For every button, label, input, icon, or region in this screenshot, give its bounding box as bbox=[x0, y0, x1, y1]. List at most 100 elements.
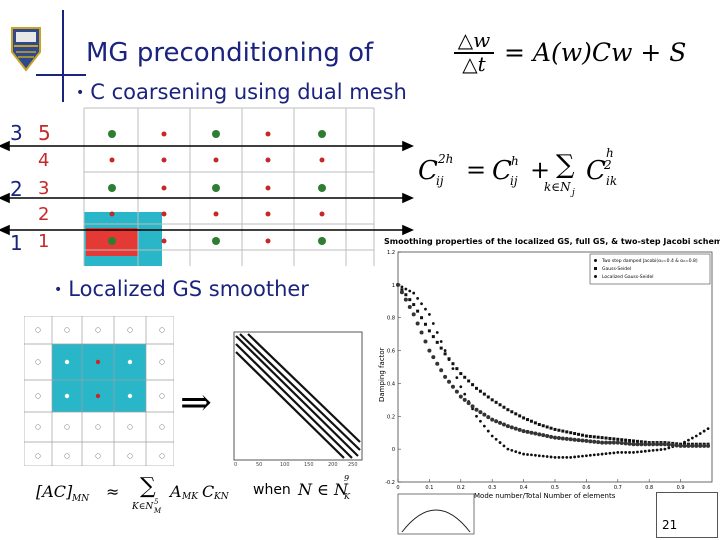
chart-point bbox=[553, 435, 557, 440]
chart-point bbox=[658, 442, 663, 447]
chart-point bbox=[399, 290, 404, 295]
chart-y-label: Damping factor bbox=[378, 347, 386, 402]
chart-point bbox=[502, 405, 506, 409]
chart-point bbox=[604, 436, 608, 440]
chart-point bbox=[533, 431, 538, 436]
chart-point bbox=[631, 442, 636, 447]
chart-point bbox=[494, 437, 498, 441]
chart-point bbox=[506, 447, 510, 451]
chart-point bbox=[518, 414, 522, 418]
eq-rhs: = A(w)Cw + S bbox=[504, 38, 687, 67]
chart-point bbox=[608, 451, 612, 455]
page-number-box bbox=[656, 492, 718, 538]
stencil-node-dot bbox=[127, 393, 133, 399]
chart-point bbox=[573, 432, 577, 436]
slide-title: MG preconditioning of bbox=[86, 38, 374, 68]
fine-node-dot bbox=[161, 238, 167, 244]
chart-point bbox=[529, 430, 534, 435]
chart-point bbox=[643, 442, 648, 447]
chart-point bbox=[450, 384, 455, 389]
chart-point bbox=[479, 419, 482, 423]
chart-point bbox=[557, 428, 561, 432]
chart-point bbox=[611, 440, 616, 445]
chart-point bbox=[505, 424, 510, 429]
eq-sum-symbol: ∑ bbox=[556, 150, 575, 180]
chart-point bbox=[572, 437, 577, 442]
eq-condition: N ∈ N bbox=[298, 480, 349, 499]
eq-sum-sub-j: j bbox=[572, 188, 575, 198]
coarse-node-dot bbox=[108, 237, 116, 245]
chart-point bbox=[557, 455, 561, 459]
chart-x-tick-label: 0.2 bbox=[457, 485, 465, 491]
fine-node-dot bbox=[161, 131, 167, 137]
chart-point bbox=[553, 427, 557, 431]
chart-point bbox=[647, 449, 651, 453]
chart-point bbox=[596, 453, 600, 456]
chart-point bbox=[639, 440, 643, 444]
teal-stencil-region bbox=[52, 344, 146, 412]
chart-point bbox=[459, 372, 463, 376]
bullet-localized-gs: • Localized GS smoother bbox=[54, 277, 309, 301]
chart-point bbox=[490, 417, 495, 422]
chart-point bbox=[651, 442, 656, 447]
chart-point bbox=[521, 429, 526, 434]
coarse-node-dot bbox=[318, 237, 326, 245]
chart-legend: Two step damped Jacobi(α₁=0.4 & α₂=0.8) G… bbox=[589, 253, 711, 285]
chart-point bbox=[541, 454, 545, 458]
fine-node-dot bbox=[213, 157, 219, 163]
eq-bottom-sum-sub: K∈N bbox=[132, 502, 154, 512]
chart-point bbox=[424, 307, 427, 311]
chart-point bbox=[581, 454, 584, 458]
chart-point bbox=[404, 287, 408, 291]
chart-point bbox=[494, 400, 498, 404]
chart-point bbox=[501, 422, 506, 427]
page-number: 21 bbox=[662, 518, 678, 532]
level-label-right-2: 2 bbox=[38, 204, 49, 225]
chart-point bbox=[624, 451, 628, 454]
chart-point bbox=[482, 412, 487, 417]
chart-point bbox=[463, 392, 467, 396]
stencil-node-dot bbox=[95, 359, 101, 365]
chart-series bbox=[396, 283, 710, 459]
chart-point bbox=[690, 443, 695, 448]
eq-plus: + bbox=[530, 156, 551, 184]
chart-point bbox=[443, 349, 447, 352]
svg-text:50: 50 bbox=[256, 462, 262, 466]
eq-c-lhs: C bbox=[418, 156, 438, 186]
chart-point bbox=[435, 331, 439, 334]
chart-point bbox=[585, 454, 588, 458]
chart-point bbox=[694, 434, 698, 438]
fine-node-dot bbox=[265, 157, 271, 163]
chart-point bbox=[667, 446, 671, 450]
chart-point bbox=[565, 430, 569, 434]
chart-y-tick-label: -0.2 bbox=[385, 480, 395, 486]
chart-point bbox=[517, 427, 522, 432]
chart-x-tick-label: 0.9 bbox=[677, 485, 685, 491]
chart-point bbox=[698, 443, 703, 448]
chart-point bbox=[600, 440, 605, 445]
chart-point bbox=[639, 442, 644, 447]
chart-point bbox=[662, 442, 667, 447]
chart-point bbox=[408, 298, 412, 302]
chart-point bbox=[443, 352, 447, 356]
eq-a-term: A bbox=[170, 482, 182, 501]
chart-point bbox=[490, 434, 494, 438]
chart-point bbox=[588, 434, 592, 438]
stencil-node-dot bbox=[35, 327, 41, 333]
chart-point bbox=[420, 316, 424, 320]
chart-point bbox=[471, 383, 475, 387]
chart-point bbox=[400, 285, 404, 289]
fine-node-dot bbox=[161, 157, 167, 163]
chart-point bbox=[624, 438, 628, 442]
chart-point bbox=[498, 441, 502, 444]
chart-y-tick-label: 1.2 bbox=[387, 250, 395, 256]
chart-point bbox=[423, 322, 427, 326]
eq-condition-sub: K bbox=[344, 492, 350, 501]
chart-point bbox=[565, 455, 569, 459]
chart-point bbox=[545, 425, 549, 429]
eq-bottom-sum-sub-sub: M bbox=[154, 507, 162, 515]
fraction-bar bbox=[454, 52, 494, 54]
chart-point bbox=[486, 415, 491, 420]
chart-point bbox=[663, 447, 667, 451]
chart-point bbox=[514, 450, 518, 454]
